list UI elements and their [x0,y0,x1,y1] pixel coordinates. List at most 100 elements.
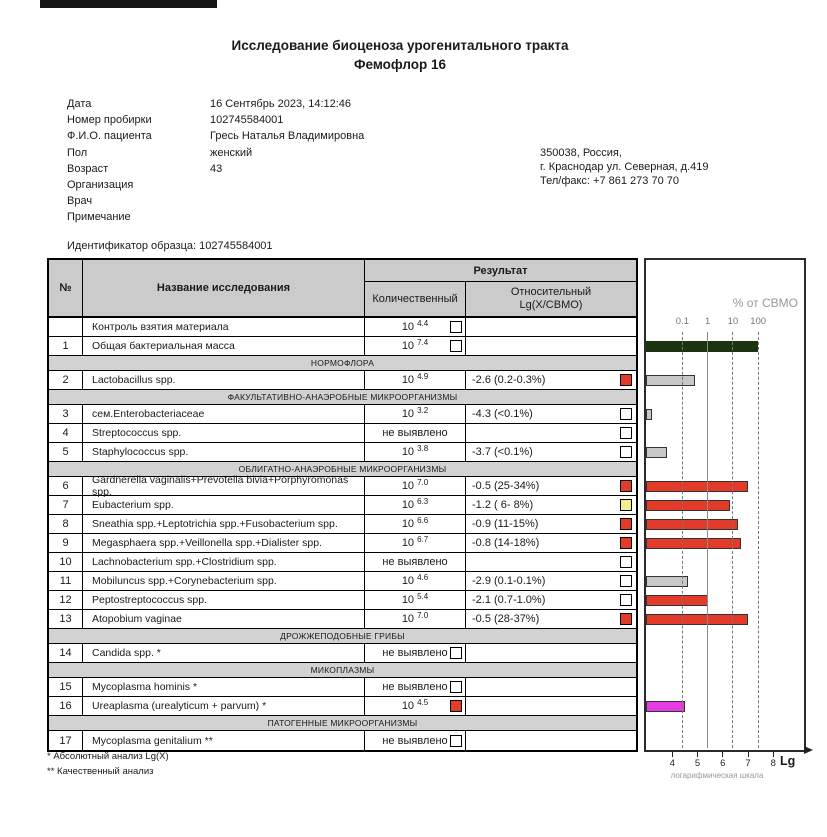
lg-axis-tick-label: 6 [720,758,726,769]
result-marker [620,427,632,439]
test-name: Контроль взятия материала [83,318,365,336]
quantitative-result: не выявлено [365,644,466,662]
relative-result [466,678,636,696]
table-row: 3 сем.Enterobacteriaceae 10 3.2 -4.3 (<0.1%) [49,405,636,424]
row-number: 16 [49,697,83,715]
test-name: Lactobacillus spp. [83,371,365,389]
section-row: ФАКУЛЬТАТИВНО-АНАЭРОБНЫЕ МИКРООРГАНИЗМЫ [49,390,636,405]
chart-log-scale-caption: логарифмическая шкала [670,771,764,780]
qty-exponent: 4.4 [417,319,429,328]
quantitative-result: 10 4.5 [365,697,466,715]
patient-info-label: Номер пробирки [67,114,152,127]
table-row: 9 Megasphaera spp.+Veillonella spp.+Diali… [49,534,636,553]
qty-value: 10 7.0 [401,611,429,625]
result-marker [620,537,632,549]
relative-result: -0.5 (28-37%) [466,610,636,628]
patient-info-label: Возраст [67,162,109,175]
test-name: Mycoplasma genitalium ** [83,731,365,750]
header-relative-line1: Относительный [510,286,592,298]
patient-info-row: Возраст 43 [67,161,487,177]
chart-bar [646,575,688,587]
qty-value: 10 4.4 [401,319,429,333]
patient-info-label: Ф.И.О. пациента [67,130,152,143]
clinic-address-line: г. Краснодар ул. Северная, д.419 [540,160,709,173]
header-num: № [49,260,83,316]
quantitative-result: 10 4.4 [365,318,466,336]
row-number [49,318,83,336]
patient-info-row: Пол женский [67,145,487,161]
qty-exponent: 7.0 [417,611,429,620]
relative-result [466,553,636,571]
table-row: 6 Gardnerella vaginalis+Prevotella bivia+… [49,474,636,498]
qty-not-detected: не выявлено [382,647,448,659]
test-name: Mycoplasma hominis * [83,678,365,696]
test-name: Sneathia spp.+Leptotrichia spp.+Fusobact… [83,515,365,533]
test-name: сем.Enterobacteriaceae [83,405,365,423]
report-title-block: Исследование биоценоза урогенитального т… [0,36,800,74]
chart-bar [646,340,759,352]
table-row: 1 Общая бактериальная масса 10 7.4 [49,337,636,356]
quantitative-result: не выявлено [365,731,466,750]
row-number: 14 [49,644,83,662]
chart-bar [646,408,653,420]
relative-result [466,318,636,336]
lg-axis-tick-label: 8 [770,758,776,769]
row-number: 11 [49,572,83,590]
relative-result: -4.3 (<0.1%) [466,405,636,423]
patient-info-value: 16 Сентябрь 2023, 14:12:46 [210,98,352,111]
patient-info-block: Дата 16 Сентябрь 2023, 14:12:46 Номер проб… [67,96,487,226]
relative-result: -0.5 (25-34%) [466,477,636,495]
lg-axis-tick [747,752,749,757]
section-row: МИКОПЛАЗМЫ [49,663,636,678]
table-row: 4 Streptococcus spp. не выявлено [49,424,636,443]
table-row: 10 Lachnobacterium spp.+Clostridium spp. н… [49,553,636,572]
row-number: 8 [49,515,83,533]
qty-value: 10 4.9 [401,372,429,386]
result-marker [450,734,462,747]
table-row: 7 Eubacterium spp. 10 6.3 -1.2 ( 6- 8%) [49,496,636,515]
relative-result: -2.6 (0.2-0.3%) [466,371,636,389]
result-marker [620,480,632,492]
qty-exponent: 3.2 [417,406,429,415]
lg-axis-tick [722,752,724,757]
row-number: 1 [49,337,83,355]
result-marker [620,446,632,458]
lg-axis-tick [772,752,774,757]
lg-axis-tick [671,752,673,757]
chart-bar [646,537,741,549]
table-row: 2 Lactobacillus spp. 10 4.9 -2.6 (0.2-0.3%) [49,371,636,390]
qty-value: 10 6.7 [401,535,429,549]
section-row: ОБЛИГАТНО-АНАЭРОБНЫЕ МИКРООРГАНИЗМЫ [49,462,636,477]
relative-result [466,644,636,662]
table-row: 11 Mobiluncus spp.+Corynebacterium spp. 10… [49,572,636,591]
result-marker [620,408,632,420]
qty-value: 10 3.2 [401,406,429,420]
test-name: Общая бактериальная масса [83,337,365,355]
footnote-absolute-analysis: * Абсолютный анализ Lg(X) [47,751,169,762]
qty-value: 10 4.5 [401,698,429,712]
test-name: Megasphaera spp.+Veillonella spp.+Dialis… [83,534,365,552]
qty-exponent: 4.5 [417,698,429,707]
patient-info-row: Номер пробирки 102745584001 [67,112,487,128]
chart-bar [646,480,749,492]
row-number: 10 [49,553,83,571]
patient-info-label: Пол [67,146,88,159]
patient-info-label: Врач [67,195,93,208]
redaction-bar [40,0,217,8]
report-title: Исследование биоценоза урогенитального т… [231,38,569,53]
chart-gridline [681,332,683,748]
patient-info-value: 43 [210,162,223,175]
qty-value: 10 6.3 [401,497,429,511]
chart-percent-axis-label: % от СВМО [732,296,798,310]
table-row: 12 Peptostreptococcus spp. 10 5.4 -2.1 (0.7-… [49,591,636,610]
quantitative-result: не выявлено [365,553,466,571]
qty-exponent: 4.9 [417,372,429,381]
axis-arrow-icon [804,746,813,754]
quantitative-result: 10 6.6 [365,515,466,533]
qty-exponent: 7.4 [417,338,429,347]
test-name: Gardnerella vaginalis+Prevotella bivia+P… [83,474,365,498]
quantitative-result: 10 4.9 [365,371,466,389]
row-number: 2 [49,371,83,389]
patient-info-label: Примечание [67,211,131,224]
table-row: 8 Sneathia spp.+Leptotrichia spp.+Fusobac… [49,515,636,534]
